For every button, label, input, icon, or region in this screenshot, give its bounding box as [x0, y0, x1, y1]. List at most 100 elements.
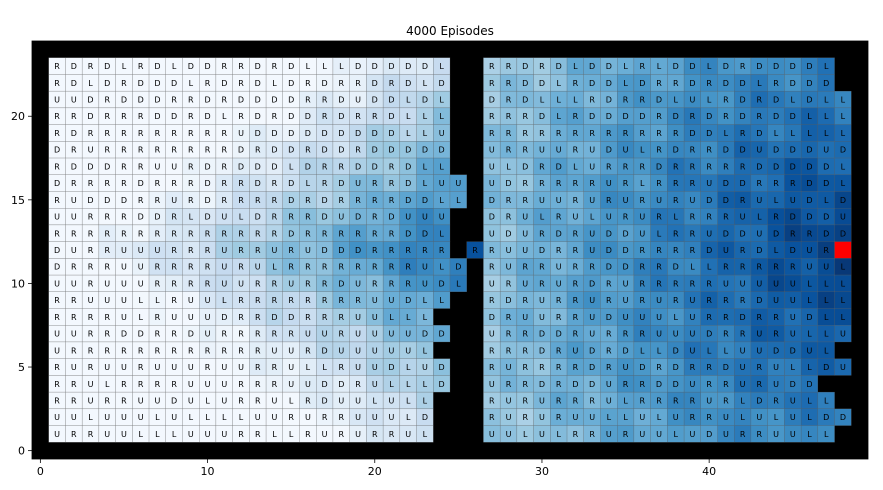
policy-action-label: R [104, 396, 110, 405]
policy-action-label: R [723, 296, 729, 305]
policy-action-label: D [255, 162, 261, 171]
policy-action-label: U [706, 229, 712, 238]
policy-action-label: R [656, 363, 662, 372]
policy-action-label: U [840, 363, 846, 372]
policy-action-label: R [589, 96, 595, 105]
policy-action-label: R [238, 79, 244, 88]
policy-action-label: R [238, 263, 244, 272]
policy-action-label: R [221, 129, 227, 138]
policy-action-label: R [639, 129, 645, 138]
x-tick-label: 40 [702, 465, 716, 478]
policy-action-label: U [790, 330, 796, 339]
policy-action-label: R [71, 380, 77, 389]
policy-action-label: D [673, 263, 679, 272]
policy-action-label: L [607, 413, 612, 422]
policy-action-label: L [757, 213, 762, 222]
policy-action-label: R [71, 263, 77, 272]
policy-action-label: L [272, 79, 277, 88]
policy-action-label: D [773, 229, 779, 238]
y-tick-label: 0 [18, 445, 25, 458]
policy-action-label: R [355, 296, 361, 305]
policy-action-label: R [288, 413, 294, 422]
policy-action-label: R [255, 146, 261, 155]
policy-action-label: U [188, 296, 194, 305]
policy-action-label: D [154, 213, 160, 222]
policy-action-label: R [656, 179, 662, 188]
policy-action-label: U [773, 279, 779, 288]
policy-action-label: R [255, 296, 261, 305]
policy-action-label: R [272, 279, 278, 288]
policy-action-label: R [606, 296, 612, 305]
policy-action-label: L [423, 313, 428, 322]
policy-action-label: R [372, 246, 378, 255]
policy-action-label: L [807, 296, 812, 305]
x-tick-label: 30 [535, 465, 549, 478]
policy-action-label: U [154, 396, 160, 405]
policy-action-label: U [338, 213, 344, 222]
policy-action-label: R [155, 146, 161, 155]
policy-action-label: U [138, 396, 144, 405]
policy-action-label: D [439, 79, 445, 88]
policy-action-label: R [121, 79, 127, 88]
policy-action-label: D [790, 246, 796, 255]
policy-action-label: R [539, 229, 545, 238]
policy-action-label: D [806, 213, 812, 222]
policy-action-label: R [372, 196, 378, 205]
policy-action-label: R [723, 330, 729, 339]
policy-action-label: U [690, 196, 696, 205]
policy-action-label: D [489, 213, 495, 222]
policy-action-label: U [506, 246, 512, 255]
policy-action-label: R [489, 413, 495, 422]
policy-action-label: U [606, 430, 612, 439]
policy-action-label: L [306, 363, 311, 372]
policy-action-label: U [489, 279, 495, 288]
policy-action-label: R [506, 112, 512, 121]
policy-action-label: U [756, 146, 762, 155]
policy-action-label: R [355, 263, 361, 272]
policy-action-label: R [188, 346, 194, 355]
policy-action-label: R [71, 396, 77, 405]
policy-action-label: D [790, 146, 796, 155]
policy-action-label: U [355, 279, 361, 288]
policy-action-label: U [138, 279, 144, 288]
policy-action-label: R [238, 196, 244, 205]
policy-action-label: D [422, 229, 428, 238]
policy-action-label: L [322, 62, 327, 71]
policy-action-label: L [88, 413, 93, 422]
policy-action-label: U [522, 246, 528, 255]
policy-action-label: R [506, 279, 512, 288]
policy-action-label: R [573, 229, 579, 238]
policy-action-label: D [790, 380, 796, 389]
policy-action-label: U [589, 146, 595, 155]
policy-action-label: U [88, 396, 94, 405]
policy-action-label: U [422, 279, 428, 288]
policy-action-label: R [522, 330, 528, 339]
policy-action-label: R [506, 313, 512, 322]
policy-action-label: D [656, 162, 662, 171]
policy-action-label: R [723, 112, 729, 121]
policy-action-label: D [723, 79, 729, 88]
policy-action-label: R [238, 430, 244, 439]
policy-action-label: L [138, 430, 143, 439]
policy-action-label: D [606, 313, 612, 322]
policy-action-label: L [239, 213, 244, 222]
policy-action-label: R [322, 263, 328, 272]
policy-action-label: R [171, 129, 177, 138]
policy-action-label: L [306, 179, 311, 188]
policy-action-label: U [71, 213, 77, 222]
policy-action-label: D [773, 96, 779, 105]
policy-action-label: U [121, 263, 127, 272]
policy-action-label: R [506, 346, 512, 355]
policy-action-label: L [841, 162, 846, 171]
policy-action-label: U [205, 313, 211, 322]
policy-action-label: U [205, 430, 211, 439]
policy-action-label: D [706, 112, 712, 121]
policy-action-label: R [104, 129, 110, 138]
policy-action-label: R [221, 179, 227, 188]
policy-action-label: D [405, 79, 411, 88]
policy-action-label: U [88, 146, 94, 155]
policy-action-label: R [623, 330, 629, 339]
policy-action-label: U [389, 396, 395, 405]
policy-action-label: D [405, 296, 411, 305]
policy-action-label: R [673, 229, 679, 238]
